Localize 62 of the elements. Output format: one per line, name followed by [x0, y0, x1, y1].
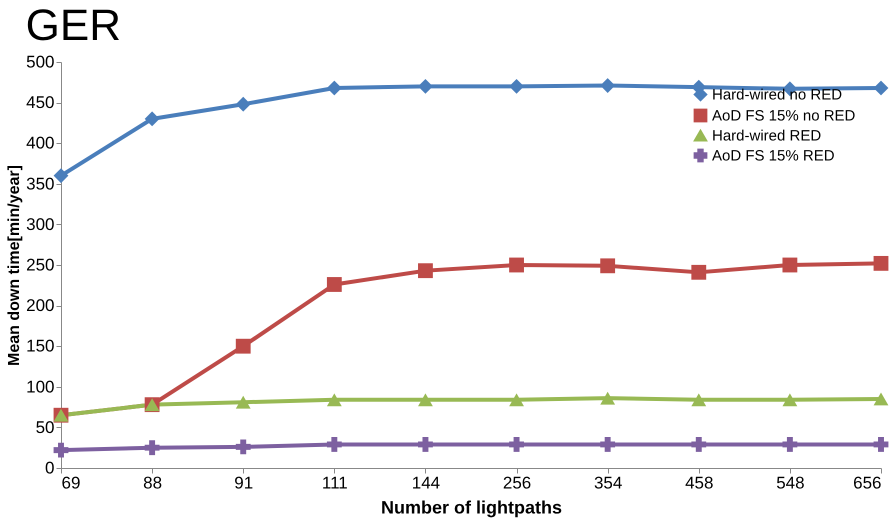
- x-tick-label: 69: [62, 474, 80, 492]
- y-axis-title: Mean down time[min/year]: [6, 165, 24, 366]
- y-tick-label: 0: [45, 458, 54, 478]
- point: [691, 264, 706, 280]
- point: [782, 437, 798, 452]
- point: [691, 437, 706, 452]
- point: [600, 437, 616, 452]
- point: [144, 111, 160, 126]
- legend-label: AoD FS 15% no RED: [712, 108, 856, 124]
- point: [418, 78, 433, 94]
- point: [782, 393, 798, 406]
- point: [509, 78, 524, 94]
- legend-label: AoD FS 15% RED: [712, 148, 835, 164]
- point: [600, 78, 616, 93]
- legend-label: Hard-wired RED: [712, 128, 822, 144]
- y-tick-label: 250: [26, 256, 54, 274]
- y-tick-label: 500: [26, 52, 54, 72]
- y-tick-label: 300: [26, 214, 54, 234]
- point: [236, 439, 251, 454]
- legend-label: Hard-wired no RED: [712, 86, 842, 104]
- point: [54, 442, 68, 458]
- y-tick-label: 400: [26, 134, 54, 153]
- point: [236, 396, 251, 409]
- chart-title: GER: [26, 1, 121, 50]
- point: [509, 393, 524, 406]
- point: [54, 168, 68, 184]
- point: [326, 80, 342, 96]
- point: [326, 393, 342, 406]
- point: [236, 96, 251, 112]
- x-tick-label: 91: [234, 474, 254, 492]
- point: [874, 256, 888, 271]
- x-axis-title: Number of lightpaths: [381, 498, 562, 518]
- point: [874, 392, 888, 406]
- point: [600, 392, 616, 405]
- x-tick-label: 354: [594, 474, 622, 492]
- point: [782, 258, 798, 272]
- point: [691, 393, 706, 406]
- x-tick-label: 256: [502, 474, 532, 492]
- point: [418, 263, 433, 278]
- x-tick-label: 458: [685, 474, 714, 492]
- point: [874, 437, 888, 452]
- y-tick-label: 150: [26, 336, 54, 356]
- point: [509, 437, 524, 452]
- x-tick-label: 88: [143, 474, 162, 492]
- y-tick-label: 100: [26, 377, 54, 396]
- y-tick-label: 200: [26, 296, 54, 316]
- y-tick-label: 450: [26, 93, 54, 112]
- x-tick-label: 144: [412, 474, 440, 492]
- point: [418, 437, 433, 452]
- x-tick-label: 111: [322, 474, 348, 492]
- point: [509, 258, 524, 272]
- y-tick-label: 50: [36, 418, 54, 437]
- point: [144, 440, 160, 456]
- point: [326, 437, 342, 452]
- x-tick-label: 656: [853, 474, 882, 492]
- point: [600, 258, 616, 274]
- point: [418, 393, 433, 406]
- point: [236, 338, 251, 354]
- x-tick-label: 548: [776, 474, 805, 492]
- point: [326, 277, 342, 292]
- y-tick-label: 350: [26, 174, 54, 194]
- point: [874, 80, 888, 96]
